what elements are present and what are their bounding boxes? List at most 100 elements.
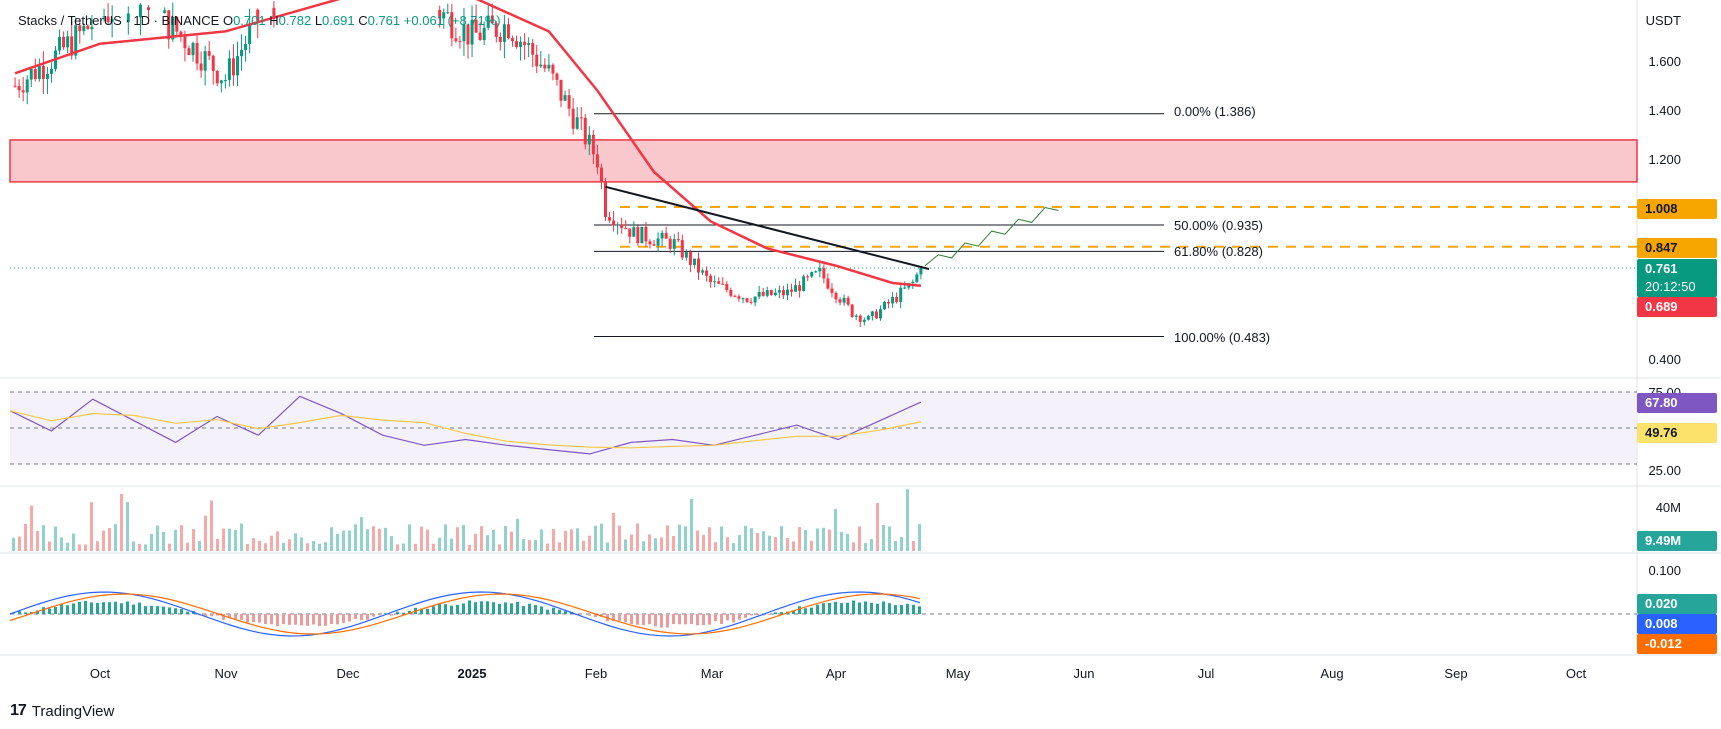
close-label: C [358, 13, 368, 28]
rsi-line [9, 395, 922, 455]
volume-bar [432, 543, 435, 551]
macd-hist-bar [54, 606, 57, 614]
volume-bar [480, 526, 483, 551]
candle-body [438, 9, 442, 19]
candle-body [563, 95, 567, 101]
macd-hist-bar [828, 602, 831, 614]
ema-line [14, 0, 922, 287]
candle-body [555, 73, 559, 80]
volume-bar [504, 526, 507, 551]
macd-hist-bar [450, 605, 453, 614]
volume-bar [552, 528, 555, 551]
currency-label[interactable]: USDT [1645, 13, 1681, 28]
candle-body [82, 25, 86, 32]
candle-body [765, 290, 769, 296]
symbol-header: Stacks / TetherUS · 1D · BINANCE O0.701 … [18, 13, 501, 28]
volume-bar [822, 527, 825, 551]
x-tick: May [945, 666, 971, 681]
candle-body [527, 43, 531, 46]
candle-body [25, 79, 29, 93]
macd-hist-bar [792, 610, 795, 614]
candle-body [709, 275, 713, 283]
candle-body [806, 276, 810, 278]
volume-bar [312, 541, 315, 551]
rsi-ma-line [9, 410, 922, 449]
volume-bar [372, 526, 375, 551]
x-tick: Sep [1444, 666, 1468, 681]
volume-bar [786, 538, 789, 551]
candle-body [632, 227, 636, 237]
candle-body [713, 281, 717, 283]
candle-body [721, 283, 725, 285]
macd-hist-bar [810, 607, 813, 614]
macd-hist-bar [720, 614, 723, 625]
macd-hist-bar [726, 614, 729, 621]
candle-body [17, 85, 21, 91]
volume-bar [906, 489, 909, 551]
volume-bar [228, 528, 231, 551]
candle-body [490, 15, 494, 24]
volume-bar [24, 523, 27, 551]
macd-hist-bar [468, 600, 471, 614]
candle-body [240, 50, 244, 57]
low-value: 0.691 [322, 13, 355, 28]
volume-bar [144, 544, 147, 551]
macd-hist-bar [636, 614, 639, 625]
volume-bar [390, 536, 393, 551]
macd-hist-bar [72, 603, 75, 614]
volume-bar [810, 540, 813, 551]
candle-body [442, 12, 446, 19]
candle-body [701, 270, 705, 273]
candle-body [272, 7, 276, 20]
candle-body [887, 301, 891, 304]
candle-body [183, 35, 187, 49]
candle-body [583, 117, 587, 145]
volume-bar [84, 544, 87, 551]
macd-hist-bar [822, 603, 825, 614]
candle-body [664, 232, 668, 239]
volume-bar [336, 533, 339, 551]
volume-bar [834, 509, 837, 551]
candle-body [248, 24, 252, 45]
candle-body [729, 289, 733, 296]
candle-body [725, 284, 729, 290]
macd-hist-bar [396, 611, 399, 614]
candle-body [741, 298, 745, 300]
volume-bar [732, 543, 735, 551]
volume-bar [840, 531, 843, 551]
macd-hist-bar [426, 608, 429, 614]
candle-body [753, 296, 757, 303]
candle-body [244, 44, 248, 51]
macd-hist-bar [276, 614, 279, 627]
volume-bar [582, 540, 585, 551]
x-tick-year: 2025 [457, 666, 487, 681]
candle-body [223, 80, 227, 82]
candle-body [830, 288, 834, 293]
volume-bar [456, 527, 459, 551]
candle-body [231, 58, 235, 76]
macd-hist-bar [876, 603, 879, 614]
macd-hist-bar [852, 600, 855, 614]
volume-bar [150, 534, 153, 551]
macd-hist-badge: 0.020 [1637, 594, 1717, 614]
x-tick: Mar [700, 666, 724, 681]
volume-bar [198, 540, 201, 551]
volume-bar [132, 541, 135, 551]
candle-body [903, 287, 907, 289]
candle-body [486, 15, 490, 28]
tradingview-brand[interactable]: 17 TradingView [10, 702, 114, 720]
signal-line [9, 593, 921, 635]
volume-bar [558, 542, 561, 551]
volume-bar [702, 534, 705, 551]
volume-bar [828, 529, 831, 551]
macd-hist-bar [222, 614, 225, 620]
symbol-label[interactable]: Stacks / TetherUS · 1D · BINANCE [18, 13, 220, 28]
candle-body [126, 13, 130, 23]
macd-hist-bar [264, 614, 267, 625]
volume-bar [156, 525, 159, 551]
candle-body [846, 297, 850, 305]
candle-body [33, 69, 37, 80]
candle-body [591, 134, 595, 155]
volume-bar [804, 529, 807, 551]
